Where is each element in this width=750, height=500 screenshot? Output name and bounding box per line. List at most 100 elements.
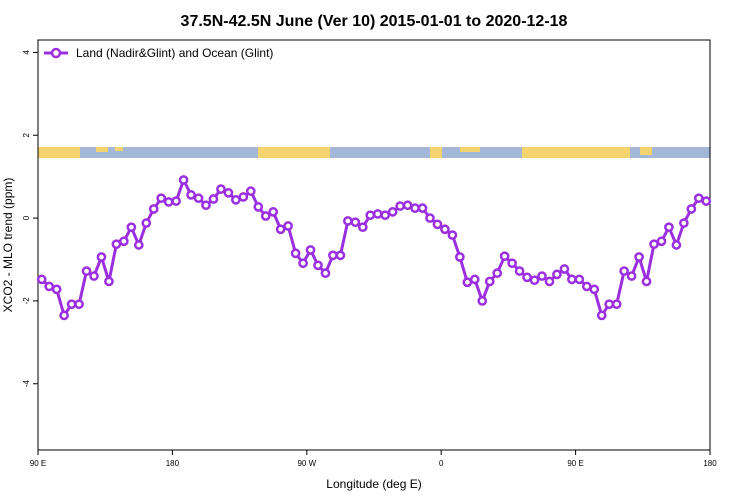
data-point [410,203,420,213]
data-point [440,224,450,235]
data-point [499,251,510,262]
data-point [305,245,316,255]
data-point [686,204,697,214]
data-point [126,222,137,233]
x-tick-label: 180 [703,459,717,468]
legend-label: Land (Nadir&Glint) and Ocean (Glint) [76,46,273,60]
data-point [171,196,181,206]
data-point [529,275,540,286]
data-point [387,207,398,217]
data-point [335,250,346,261]
data-point [51,284,62,295]
y-tick-label: -2 [22,297,31,305]
data-point [596,310,607,321]
map-strip [38,147,710,158]
x-tick-label: 90 W [297,459,316,468]
data-point [581,281,592,292]
data-point [260,211,271,221]
data-point [641,276,652,287]
data-point [693,193,704,204]
data-point [275,224,286,235]
data-point [447,230,458,240]
data-point [313,260,323,271]
data-point [664,222,674,233]
data-point [89,271,99,281]
data-point [148,204,159,214]
data-point [611,299,622,310]
data-point [320,268,331,279]
data-point [59,310,69,321]
data-point [223,187,234,198]
data-point [544,276,555,287]
data-point [96,252,107,262]
data-point [238,192,249,202]
data-point [133,240,144,250]
data-point [417,203,428,213]
data-point [193,193,204,204]
x-tick-label: 90 E [567,459,583,468]
data-point [298,258,308,269]
data-point [469,274,480,285]
data-point [253,202,264,212]
data-point [216,184,226,194]
data-point [283,221,293,231]
data-point [589,284,600,295]
data-point [574,274,585,285]
data-point [649,239,659,250]
data-point [372,209,383,219]
chart-title: 37.5N-42.5N June (Ver 10) 2015-01-01 to … [181,13,568,30]
data-point [432,219,443,230]
data-point [671,240,682,250]
data-point [186,190,196,200]
data-point [231,195,241,205]
data-point [343,216,353,226]
data-point [626,271,637,281]
x-axis-label: Longitude (deg E) [326,477,421,491]
data-point [380,210,391,221]
data-point [656,236,667,247]
data-point [290,248,301,259]
data-point [328,250,338,261]
data-point [141,218,152,228]
y-tick-label: 4 [22,50,31,55]
data-point [357,222,368,233]
x-tick-label: 0 [439,459,444,468]
data-point [604,299,615,310]
data-point [552,269,562,280]
data-point [455,252,465,262]
data-point [402,200,413,211]
x-tick-label: 180 [166,459,180,468]
data-point [268,207,279,217]
data-point [350,217,361,228]
data-point [66,299,77,310]
data-point [634,252,644,262]
data-point [81,266,92,276]
plot-frame [37,39,711,451]
data-point [44,281,55,292]
data-point [514,266,525,276]
data-point [484,276,495,287]
data-point [492,268,503,279]
x-tick-label: 90 E [30,459,46,468]
data-point [119,236,129,247]
data-point [74,299,84,310]
data-point [104,276,114,287]
y-tick-label: 2 [22,132,31,137]
y-axis-label: XCO2 - MLO trend (ppm) [1,178,15,313]
data-point [201,200,211,211]
data-point [36,274,47,285]
data-point [245,186,256,197]
data-point [537,271,547,281]
data-point [507,258,517,269]
data-point [163,197,174,207]
data-point [208,194,219,204]
data-point [477,296,488,306]
data-point [701,196,712,206]
data-point [425,213,435,223]
data-point [679,218,689,228]
data-point [567,274,577,285]
y-tick-label: 0 [22,215,31,220]
legend-marker [50,47,62,59]
data-point [619,266,629,276]
